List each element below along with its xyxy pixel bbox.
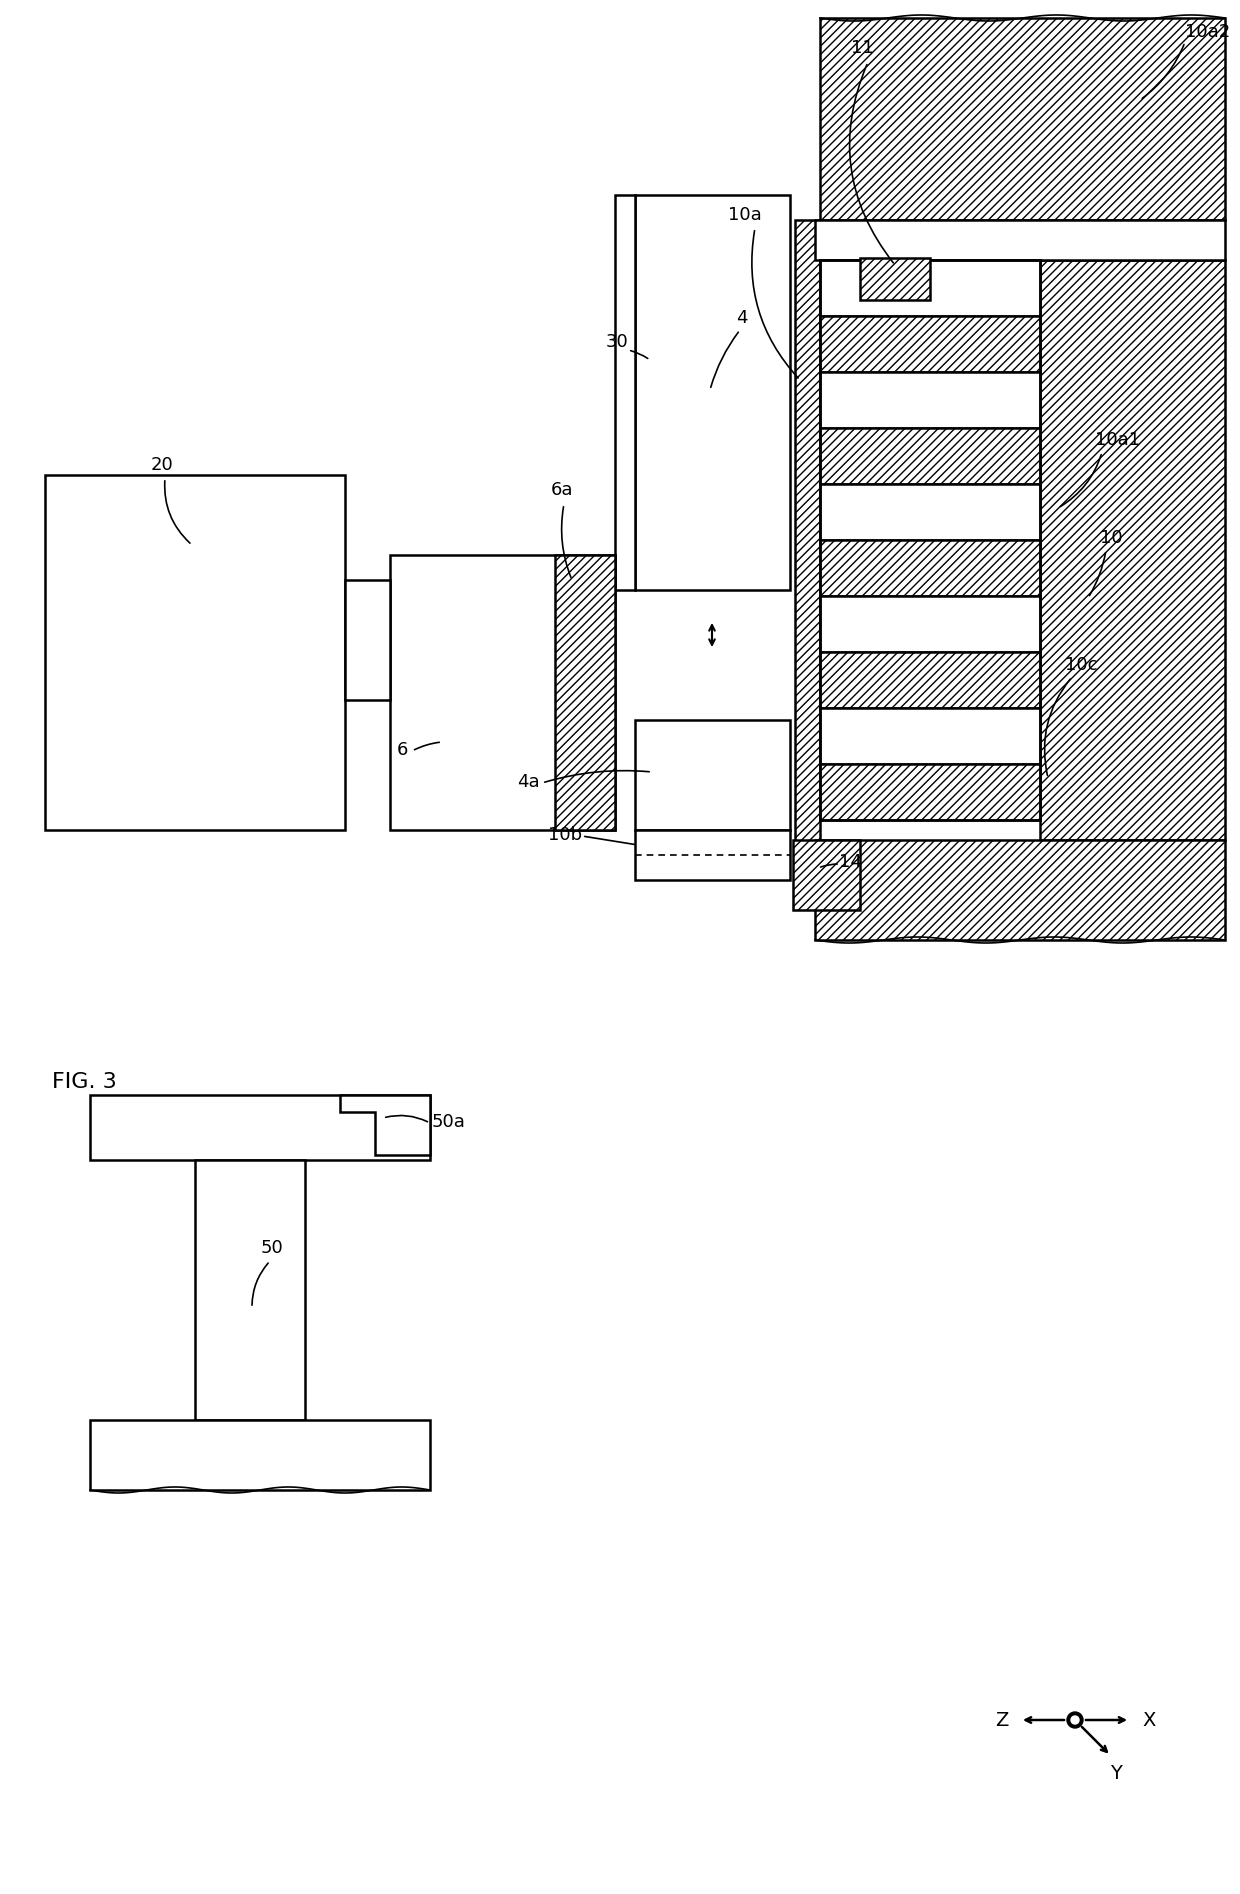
Polygon shape xyxy=(556,555,615,830)
Polygon shape xyxy=(635,830,790,881)
Polygon shape xyxy=(861,258,930,299)
Text: Z: Z xyxy=(994,1710,1008,1729)
Text: X: X xyxy=(1142,1710,1156,1729)
Polygon shape xyxy=(91,1420,430,1491)
Polygon shape xyxy=(820,371,1040,428)
Polygon shape xyxy=(820,259,1040,316)
Text: 10a: 10a xyxy=(728,206,761,223)
Text: 30: 30 xyxy=(605,333,629,350)
Text: 50a: 50a xyxy=(432,1114,466,1131)
Text: 4a: 4a xyxy=(517,773,539,792)
Text: Y: Y xyxy=(1110,1763,1122,1782)
Text: 10b: 10b xyxy=(548,826,582,845)
Polygon shape xyxy=(45,475,345,830)
Polygon shape xyxy=(795,220,820,860)
Polygon shape xyxy=(815,841,1225,939)
Polygon shape xyxy=(340,1095,430,1155)
Text: 10a1: 10a1 xyxy=(1095,432,1140,449)
Polygon shape xyxy=(820,19,1225,220)
Polygon shape xyxy=(391,555,615,830)
Polygon shape xyxy=(794,841,861,909)
Circle shape xyxy=(1071,1716,1079,1724)
Circle shape xyxy=(1066,1712,1083,1727)
Polygon shape xyxy=(91,1095,430,1159)
Polygon shape xyxy=(615,195,635,591)
Text: 10a2: 10a2 xyxy=(1185,23,1230,42)
Text: 20: 20 xyxy=(150,456,174,474)
Polygon shape xyxy=(635,195,790,591)
Text: 10c: 10c xyxy=(1065,655,1097,674)
Polygon shape xyxy=(635,720,790,830)
Polygon shape xyxy=(820,597,1040,652)
Text: 6a: 6a xyxy=(551,481,573,498)
Polygon shape xyxy=(345,580,391,701)
Polygon shape xyxy=(195,1159,305,1420)
Text: FIG. 3: FIG. 3 xyxy=(52,1072,117,1093)
Polygon shape xyxy=(820,708,1040,763)
Text: 6: 6 xyxy=(397,741,408,759)
Polygon shape xyxy=(820,316,1040,371)
Polygon shape xyxy=(820,540,1040,597)
Text: 4: 4 xyxy=(737,309,748,328)
Polygon shape xyxy=(820,763,1040,820)
Text: 14: 14 xyxy=(838,852,862,871)
Polygon shape xyxy=(820,485,1040,540)
Polygon shape xyxy=(815,220,1225,259)
Text: 10: 10 xyxy=(1100,528,1122,547)
Polygon shape xyxy=(820,428,1040,485)
Text: 50: 50 xyxy=(260,1239,284,1258)
Text: 11: 11 xyxy=(851,40,873,57)
Polygon shape xyxy=(820,652,1040,708)
Polygon shape xyxy=(1040,259,1225,841)
